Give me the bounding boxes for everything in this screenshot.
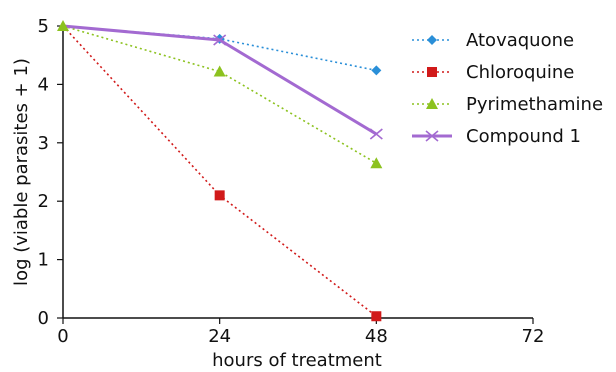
- data-point-chloroquine: [371, 311, 382, 322]
- x-tick-label: 24: [208, 326, 231, 347]
- y-tick-label: 1: [38, 250, 49, 271]
- data-point-pyrimethamine: [370, 157, 383, 169]
- legend-marker: [427, 67, 437, 77]
- legend-marker: [426, 98, 438, 109]
- legend-marker: [427, 35, 437, 45]
- legend-label: Atovaquone: [466, 30, 574, 51]
- series-layer: [57, 20, 383, 322]
- legend-marker: [425, 130, 439, 142]
- y-tick-label: 5: [38, 16, 49, 37]
- x-axis-label: hours of treatment: [212, 350, 382, 371]
- legend-item-compound-1: Compound 1: [412, 126, 581, 147]
- legend-item-pyrimethamine: Pyrimethamine: [412, 94, 603, 115]
- data-point-start: [57, 20, 69, 31]
- series-atovaquone: [62, 25, 382, 76]
- series-chloroquine: [62, 25, 382, 322]
- y-tick-label: 0: [38, 308, 49, 329]
- legend: Atovaquone Chloroquine Pyrimethamine Compou…: [412, 30, 603, 147]
- y-tick-labels: 0 1 2 3 4 5: [38, 16, 63, 329]
- data-point-atovaquone: [371, 65, 382, 76]
- y-axis-label: log (viable parasites + 1): [11, 58, 32, 286]
- data-point-pyrimethamine: [213, 65, 226, 77]
- legend-label: Compound 1: [466, 126, 581, 147]
- axes: [62, 22, 533, 319]
- legend-label: Pyrimethamine: [466, 94, 603, 115]
- data-point-chloroquine: [214, 190, 225, 201]
- series-pyrimethamine: [62, 25, 383, 169]
- y-tick-label: 2: [38, 191, 49, 212]
- x-tick-label: 0: [57, 326, 68, 347]
- y-tick-label: 4: [38, 74, 49, 95]
- legend-label: Chloroquine: [466, 62, 574, 83]
- legend-item-chloroquine: Chloroquine: [412, 62, 574, 83]
- series-line-pyrimethamine: [62, 25, 377, 164]
- x-tick-label: 48: [365, 326, 388, 347]
- legend-item-atovaquone: Atovaquone: [412, 30, 574, 51]
- data-point-compound-1: [213, 34, 227, 46]
- series-compound-1: [62, 24, 383, 140]
- x-tick-labels: 0 24 48 72: [57, 318, 544, 347]
- y-tick-label: 3: [38, 133, 49, 154]
- x-tick-label: 72: [522, 326, 545, 347]
- series-line-atovaquone: [62, 25, 377, 72]
- data-point-compound-1: [369, 128, 383, 140]
